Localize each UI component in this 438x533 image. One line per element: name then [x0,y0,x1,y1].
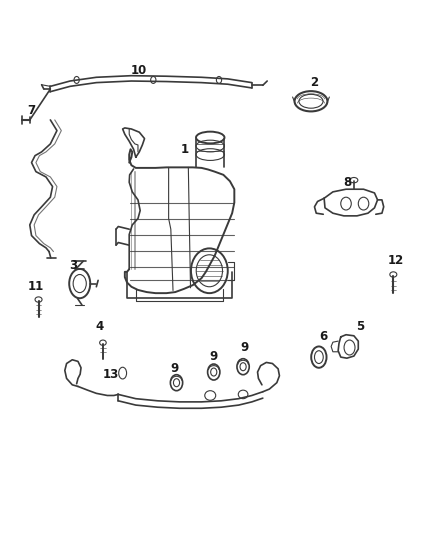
Text: 3: 3 [70,259,78,272]
Text: 9: 9 [240,341,248,354]
Text: 9: 9 [210,350,218,362]
Text: 2: 2 [311,76,318,89]
Text: 11: 11 [28,280,44,293]
Text: 7: 7 [28,104,35,117]
Text: 13: 13 [102,368,119,381]
Text: 5: 5 [356,320,364,333]
Text: 12: 12 [388,254,404,266]
Text: 9: 9 [170,362,178,375]
Text: 10: 10 [131,64,148,77]
Text: 6: 6 [319,330,327,343]
Text: 1: 1 [181,143,189,156]
Text: 8: 8 [343,176,351,189]
Text: 4: 4 [96,320,104,333]
